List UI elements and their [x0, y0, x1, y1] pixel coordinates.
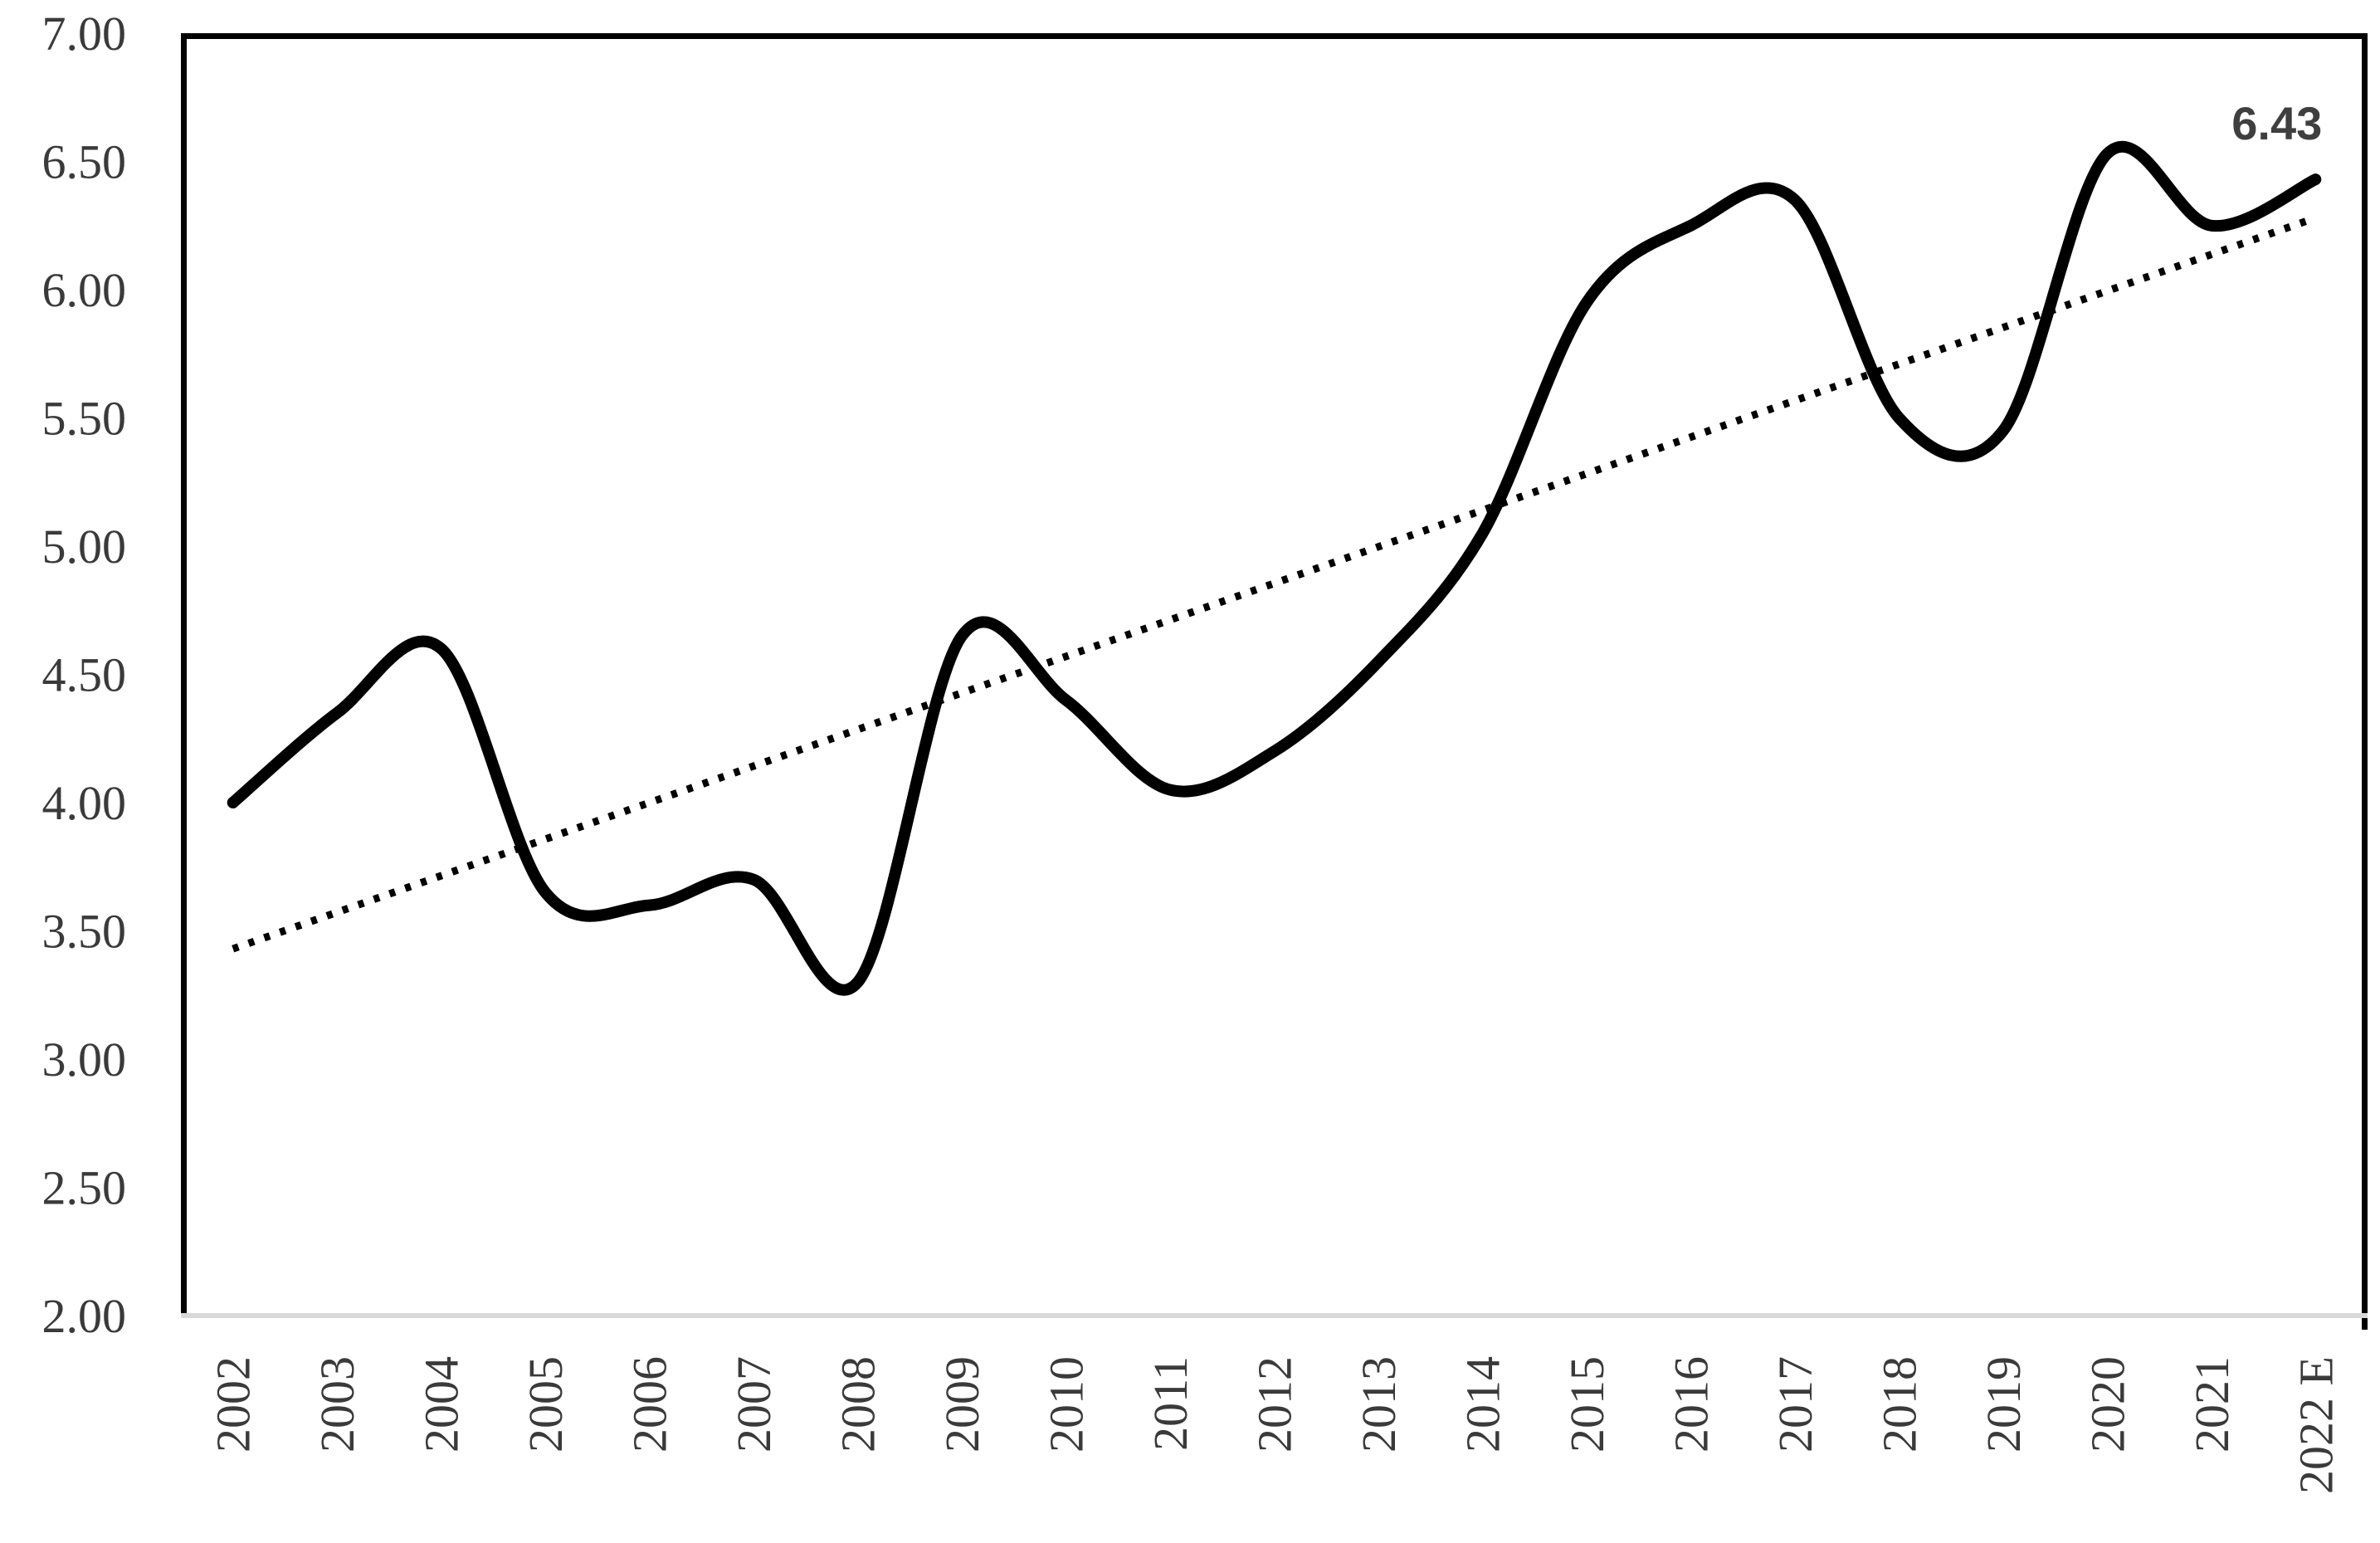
plot-border — [181, 33, 2368, 1330]
y-tick-label: 7.00 — [42, 7, 127, 61]
x-tick-label: 2004 — [415, 1356, 469, 1453]
y-tick-label: 4.00 — [42, 776, 127, 830]
x-tick-label: 2012 — [1248, 1356, 1302, 1453]
x-tick-label: 2005 — [519, 1356, 573, 1453]
x-tick-label: 2010 — [1040, 1356, 1094, 1453]
y-tick-label: 6.00 — [42, 263, 127, 317]
y-tick-label: 3.50 — [42, 905, 127, 959]
x-tick-label: 2002 — [207, 1356, 261, 1453]
y-tick-label: 6.50 — [42, 135, 127, 189]
x-tick-label: 2021 — [2185, 1356, 2239, 1453]
x-tick-label: 2008 — [832, 1356, 885, 1453]
y-tick-label: 2.50 — [42, 1161, 127, 1215]
series-line — [227, 140, 2322, 996]
x-tick-label: 2022 E — [2289, 1356, 2343, 1494]
x-tick-label: 2019 — [1977, 1356, 2031, 1453]
y-axis-labels: 7.00 6.50 6.00 5.50 5.00 4.50 4.00 3.50 3.00 2.50… — [42, 7, 127, 1343]
y-tick-label: 5.50 — [42, 392, 127, 446]
x-tick-label: 2006 — [623, 1356, 677, 1453]
trendline-dotted — [232, 214, 2317, 953]
x-tick-label: 2014 — [1456, 1356, 1509, 1453]
x-tick-label: 2020 — [2080, 1356, 2134, 1453]
y-tick-label: 5.00 — [42, 520, 127, 574]
x-tick-label: 2007 — [727, 1356, 781, 1453]
x-tick-label: 2013 — [1352, 1356, 1406, 1453]
y-tick-label: 2.00 — [42, 1289, 127, 1343]
x-tick-label: 2003 — [310, 1356, 364, 1453]
x-tick-label: 2016 — [1664, 1356, 1718, 1453]
x-tick-label: 2015 — [1560, 1356, 1614, 1453]
x-tick-label: 2009 — [935, 1356, 989, 1453]
end-data-label: 6.43 — [2231, 97, 2322, 149]
y-tick-label: 4.50 — [42, 648, 127, 702]
x-tick-label: 2011 — [1144, 1356, 1197, 1451]
x-tick-label: 2017 — [1768, 1356, 1822, 1453]
x-tick-label: 2018 — [1872, 1356, 1926, 1453]
x-axis-labels: 2002 2003 2004 2005 2006 2007 2008 2009 2010 2011… — [207, 1356, 2343, 1494]
y-tick-label: 3.00 — [42, 1033, 127, 1086]
